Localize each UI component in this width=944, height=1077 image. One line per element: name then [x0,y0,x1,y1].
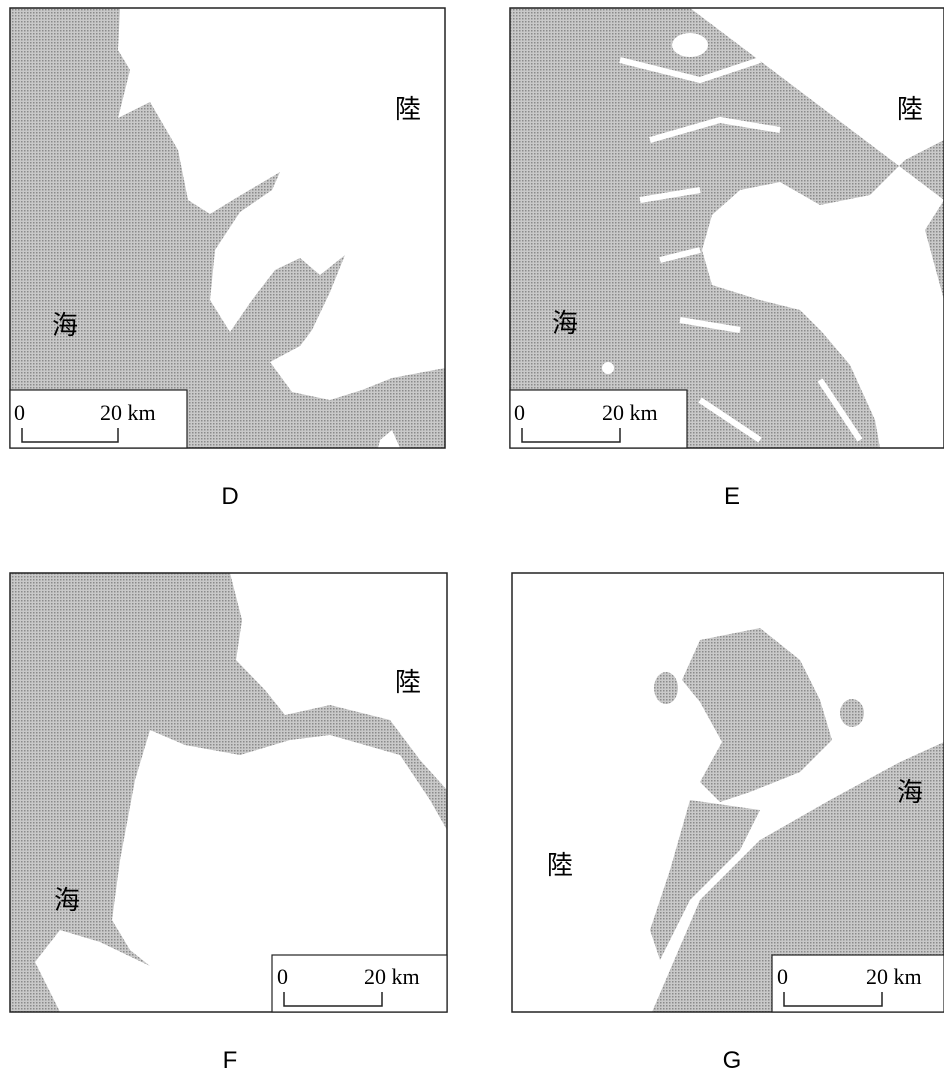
sea-area [10,573,447,1012]
map-panel-f: 0 20 km 陸 海 F [9,572,448,1074]
scale-end: 20 km [100,400,156,425]
inlet [619,57,863,443]
sea-label: 海 [54,886,80,916]
land-label: 陸 [395,95,421,125]
frame [9,7,446,449]
caption: G [723,1047,742,1074]
sea-label: 海 [897,778,923,808]
land-label: 陸 [547,851,573,881]
caption: D [221,483,238,510]
sea-area [652,742,944,1012]
scale-start: 0 [777,964,788,989]
sea-label: 海 [552,309,578,339]
sea-label: 海 [52,311,78,341]
scale-box [9,389,188,449]
land-area [378,430,400,448]
map-panel-d: 0 20 km 陸 海 D [9,7,446,510]
island [672,33,708,57]
scale-box [509,389,688,449]
scale-bar [283,992,383,1007]
map-panel-g: 0 20 km 陸 海 G [511,572,944,1074]
island [840,699,864,727]
land-label: 陸 [395,668,421,698]
scale-start: 0 [514,400,525,425]
frame [509,7,944,449]
scale-bar [783,992,883,1007]
land-area [118,8,445,400]
land-label: 陸 [897,95,923,125]
frame [9,572,448,1013]
scale-box [271,954,448,1013]
channel-area [650,800,760,960]
scale-bar [21,428,119,443]
scale-box [771,954,944,1013]
land-area [690,8,944,448]
caption: F [223,1047,238,1074]
island [654,672,678,704]
scale-end: 20 km [866,964,922,989]
scale-bar [521,428,621,443]
scale-start: 0 [14,400,25,425]
bay-area [682,628,832,802]
island [602,362,614,374]
frame [511,572,944,1013]
scale-end: 20 km [602,400,658,425]
scale-end: 20 km [364,964,420,989]
scale-start: 0 [277,964,288,989]
caption: E [724,483,740,510]
map-panel-e: 0 20 km 陸 海 E [509,7,944,510]
